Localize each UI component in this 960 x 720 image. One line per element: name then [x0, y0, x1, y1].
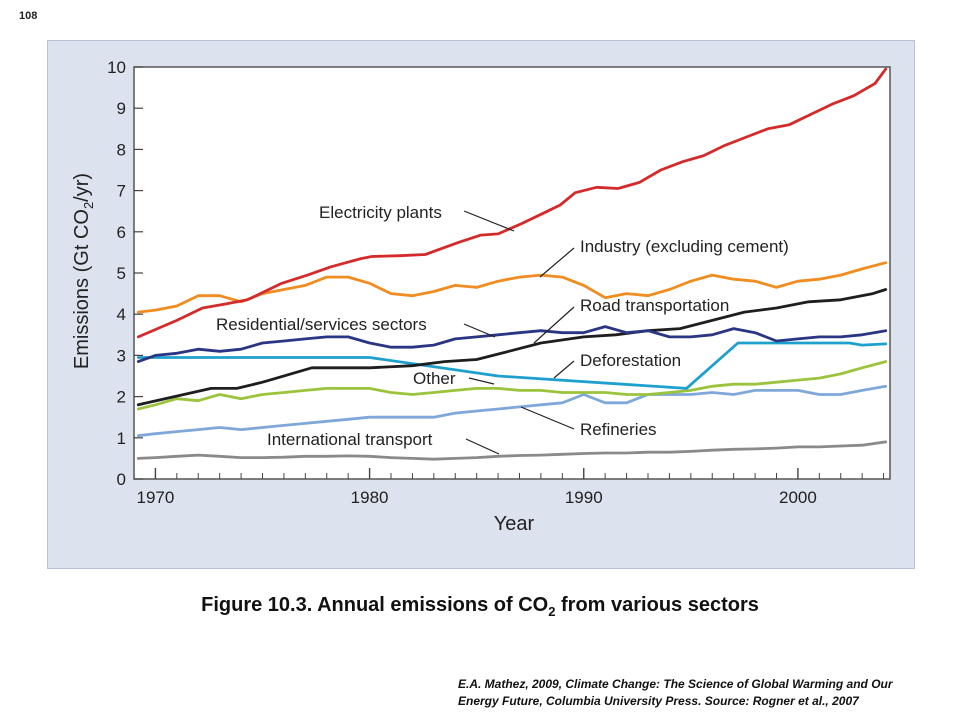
x-tick-label: 1970: [137, 488, 175, 507]
y-tick-label: 8: [117, 140, 126, 159]
y-tick-label: 0: [117, 470, 126, 489]
page-number: 108: [19, 10, 38, 22]
y-tick-label: 9: [117, 99, 126, 118]
leader-line-electricity-plants: [463, 210, 515, 232]
leader-line-refineries: [520, 406, 575, 430]
y-tick-label: 5: [117, 264, 126, 283]
series-label-industry-excluding-cement: Industry (excluding cement): [580, 237, 789, 256]
leader-line-deforestation: [553, 360, 575, 379]
y-tick-label: 3: [117, 346, 126, 365]
plot-area: [133, 66, 891, 480]
leader-line-industry-excluding-cement: [539, 247, 575, 278]
chart-frame: 0 1 2 3 4 5 6 7 8 9 10 1970 1980 1990 2000 Electricity…: [47, 40, 915, 569]
y-tick-label: 7: [117, 182, 126, 201]
caption-subscript: 2: [548, 604, 556, 619]
series-line-electricity-plants: [136, 67, 888, 339]
y-axis-title-prefix: Emissions (Gt CO: [71, 209, 93, 369]
leader-line-road-transportation: [533, 306, 575, 344]
y-tick-label: 1: [117, 429, 126, 448]
leader-line-residential-services-sectors: [463, 323, 496, 338]
y-tick-label: 10: [107, 58, 126, 77]
series-label-deforestation: Deforestation: [580, 351, 681, 370]
series-line-refineries: [136, 384, 888, 438]
series-label-road-transportation: Road transportation: [580, 296, 729, 315]
series-label-other: Other: [413, 369, 456, 388]
y-axis-title-sub: 2: [81, 202, 96, 209]
caption-prefix: Figure 10.3. Annual emissions of CO: [201, 594, 549, 616]
y-axis-title: Emissions (Gt CO2/yr): [71, 173, 96, 369]
series-line-international-transport: [136, 440, 888, 461]
figure-caption: Figure 10.3. Annual emissions of CO2 fro…: [0, 594, 960, 619]
credit-line-2: Energy Future, Columbia University Press…: [458, 694, 859, 708]
x-tick-label: 1980: [351, 488, 389, 507]
series-line-other: [136, 360, 888, 411]
series-line-road-transportation: [136, 288, 888, 407]
emissions-line-chart: 0 1 2 3 4 5 6 7 8 9 10 1970 1980 1990 2000 Electricity…: [71, 58, 891, 535]
series-label-refineries: Refineries: [580, 420, 657, 439]
credit-line-1: E.A. Mathez, 2009, Climate Change: The S…: [458, 677, 893, 691]
series-line-deforestation: [136, 341, 888, 390]
series-label-international-transport: International transport: [267, 430, 433, 449]
source-credit: E.A. Mathez, 2009, Climate Change: The S…: [458, 676, 948, 710]
y-tick-label: 6: [117, 223, 126, 242]
x-tick-label: 1990: [565, 488, 603, 507]
y-tick-label: 2: [117, 388, 126, 407]
leader-line-other: [468, 377, 495, 385]
y-axis-title-suffix: /yr): [71, 173, 93, 202]
x-tick-label: 2000: [779, 488, 817, 507]
x-axis-title: Year: [494, 513, 535, 535]
y-tick-label: 4: [117, 305, 126, 324]
leader-line-international-transport: [465, 438, 500, 455]
series-label-residential-services-sectors: Residential/services sectors: [216, 315, 427, 334]
series-label-electricity-plants: Electricity plants: [319, 203, 442, 222]
caption-suffix: from various sectors: [555, 594, 759, 616]
series-line-residential-services-sectors: [136, 325, 888, 364]
